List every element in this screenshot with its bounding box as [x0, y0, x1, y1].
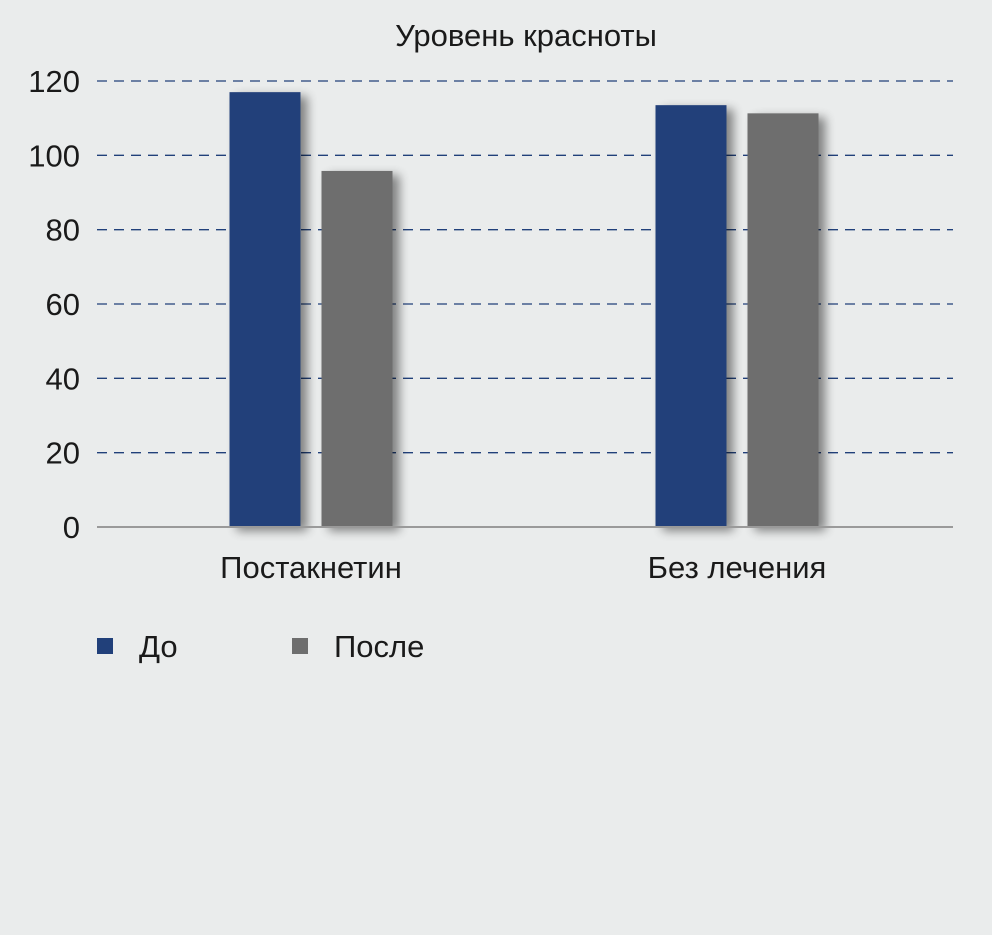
y-tick-label: 100	[28, 138, 80, 173]
bars	[229, 92, 819, 528]
y-tick-label: 60	[46, 287, 80, 322]
legend-swatch	[97, 638, 113, 654]
y-tick-label: 20	[46, 436, 80, 471]
legend-label: До	[139, 629, 178, 664]
bar-do-0	[229, 92, 301, 528]
bar-do-1	[655, 105, 727, 528]
y-tick-label: 40	[46, 361, 80, 396]
y-tick-label: 80	[46, 213, 80, 248]
x-tick-label: Постакнетин	[220, 550, 402, 585]
legend-label: После	[334, 629, 424, 664]
y-axis-tick-labels: 0 20 40 60 80 100 120	[28, 64, 80, 545]
y-tick-label: 120	[28, 64, 80, 99]
legend: До После	[97, 629, 424, 664]
chart-title: Уровень красноты	[395, 18, 657, 53]
x-tick-label: Без лечения	[648, 550, 827, 585]
grid-lines	[97, 80, 953, 454]
bar-posle-1	[747, 113, 819, 528]
y-tick-label: 0	[63, 510, 80, 545]
legend-swatch	[292, 638, 308, 654]
x-axis-tick-labels: Постакнетин Без лечения	[220, 550, 826, 585]
bar-posle-0	[321, 170, 393, 527]
